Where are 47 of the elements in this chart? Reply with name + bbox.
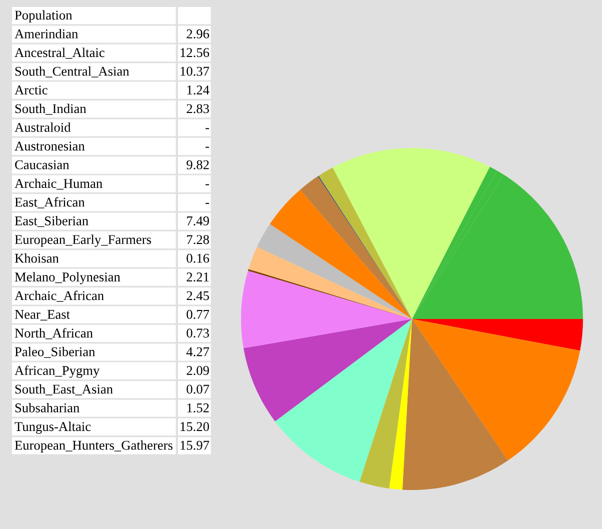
text: East_Siberian [14, 216, 88, 227]
text: 9.82 [186, 160, 209, 170]
text: East_African [14, 197, 85, 208]
text: - [206, 128, 210, 130]
text: 15.20 [180, 422, 209, 432]
text: - [206, 202, 210, 204]
text: European_Hunters_Gatherers [14, 440, 172, 452]
text: 2.96 [186, 29, 210, 38]
text: 2.45 [186, 291, 209, 300]
text: 12.56 [180, 48, 210, 58]
text: South_Indian [15, 104, 86, 115]
text: Amerindian [14, 29, 78, 38]
text: Caucasian [15, 160, 70, 170]
text: Australoid [14, 122, 71, 132]
text: Austronesian [14, 142, 85, 151]
text: Archaic_Human [14, 178, 102, 190]
text: South_Central_Asian [15, 66, 130, 78]
text: Population [14, 10, 72, 22]
text: 0.77 [186, 310, 210, 319]
text: 7.28 [187, 235, 209, 244]
text: 7.49 [187, 216, 209, 226]
text: Khoisan [14, 253, 59, 263]
text: Ancestral_Altaic [14, 48, 104, 59]
text: - [206, 184, 210, 186]
text: 1.52 [187, 403, 209, 412]
text: 2.21 [186, 272, 209, 282]
text: North_African [14, 328, 93, 340]
text: Arctic [14, 86, 48, 94]
text: 0.73 [186, 328, 209, 338]
text: 0.16 [186, 254, 210, 263]
text: South_East_Asian [15, 384, 113, 396]
text: African_Pygmy [14, 366, 100, 378]
text: 0.07 [186, 384, 210, 394]
text: Near_East [14, 310, 70, 320]
text: - [206, 146, 210, 148]
text: 1.24 [187, 86, 210, 95]
text: Melano_Polynesian [14, 272, 120, 284]
text: 15.97 [180, 440, 210, 450]
text: 2.83 [186, 104, 209, 114]
text: Subsaharian [15, 403, 80, 412]
text: 2.09 [186, 366, 209, 376]
text: European_Early_Farmers [14, 234, 152, 247]
text: Tungus-Altaic [14, 422, 91, 434]
text: 4.27 [186, 347, 210, 356]
text: Paleo_Siberian [14, 346, 96, 358]
text: 10.37 [180, 66, 210, 76]
text: Archaic_African [14, 290, 104, 302]
